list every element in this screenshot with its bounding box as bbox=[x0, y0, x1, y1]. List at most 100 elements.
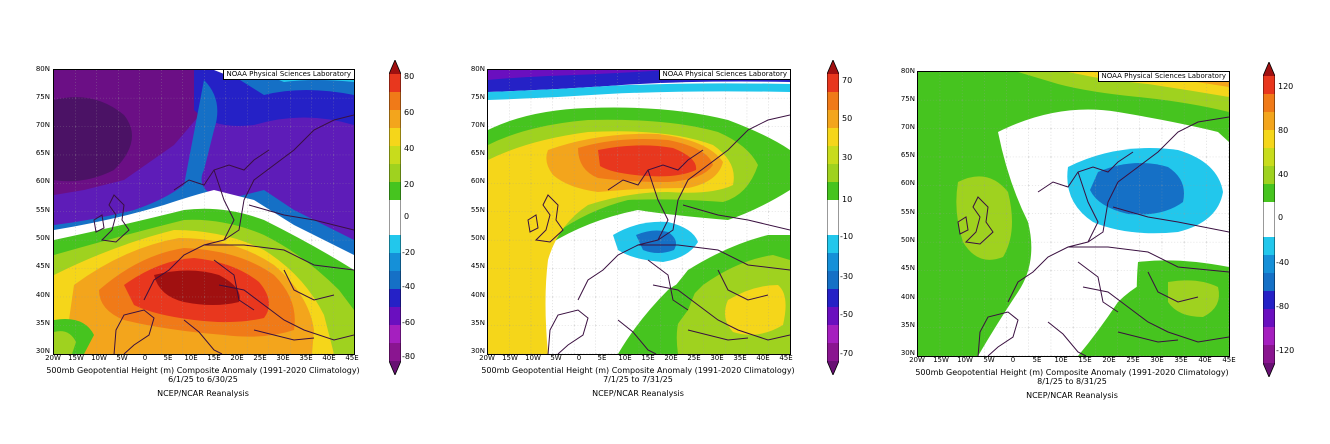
lon-label: 20E bbox=[664, 354, 678, 362]
lon-label: 5E bbox=[163, 354, 173, 362]
lat-label: 70N bbox=[900, 123, 915, 131]
caption-dates: 8/1/25 to 8/31/25 bbox=[1037, 377, 1107, 386]
caption-title: 500mb Geopotential Height (m) Composite … bbox=[481, 366, 795, 375]
lon-label: 35E bbox=[733, 354, 747, 362]
lat-label: 35N bbox=[900, 321, 915, 329]
lon-label: 35E bbox=[1174, 356, 1188, 364]
lon-label: 30E bbox=[276, 354, 290, 362]
colorbar-label: 20 bbox=[404, 180, 415, 189]
lon-label: 10W bbox=[957, 356, 973, 364]
colorbar-label: 60 bbox=[404, 108, 415, 117]
colorbar-label: -70 bbox=[840, 349, 854, 358]
lon-label: 40E bbox=[322, 354, 336, 362]
colorbar-label: 40 bbox=[404, 144, 415, 153]
panel-july: 80N 75N 70N 65N 60N 55N 50N 45N 40N 35N … bbox=[440, 0, 880, 444]
colorbar-segments bbox=[826, 58, 840, 377]
colorbar-label: 10 bbox=[842, 195, 853, 204]
lon-label: 35E bbox=[299, 354, 313, 362]
lon-label: 0 bbox=[576, 354, 582, 362]
caption-dates: 6/1/25 to 6/30/25 bbox=[168, 375, 238, 384]
lat-label: 30N bbox=[35, 347, 50, 355]
lat-label: 30N bbox=[470, 347, 485, 355]
lon-label: 10E bbox=[184, 354, 198, 362]
lat-label: 55N bbox=[900, 208, 915, 216]
lat-label: 75N bbox=[35, 93, 50, 101]
caption-dates: 7/1/25 to 7/31/25 bbox=[603, 375, 673, 384]
lon-label: 5W bbox=[983, 356, 995, 364]
lon-label: 20W bbox=[909, 356, 925, 364]
colorbar-label: -80 bbox=[402, 352, 416, 361]
colorbar-label: 0 bbox=[404, 212, 410, 221]
map-field bbox=[918, 72, 1229, 356]
colorbar-label: -10 bbox=[840, 232, 854, 241]
lon-label: 45E bbox=[779, 354, 793, 362]
lon-label: 0 bbox=[142, 354, 148, 362]
colorbar-label: -30 bbox=[840, 272, 854, 281]
lon-label: 15W bbox=[502, 354, 518, 362]
lat-label: 40N bbox=[470, 291, 485, 299]
colorbar-label: 30 bbox=[842, 153, 853, 162]
colorbar-label: -60 bbox=[402, 318, 416, 327]
map-field bbox=[54, 70, 354, 354]
noaa-attribution: NOAA Physical Sciences Laboratory bbox=[1097, 72, 1229, 82]
lon-label: 20E bbox=[230, 354, 244, 362]
lat-label: 40N bbox=[35, 291, 50, 299]
caption-source: NCEP/NCAR Reanalysis bbox=[157, 389, 249, 398]
lon-label: 15W bbox=[933, 356, 949, 364]
map-field bbox=[488, 70, 790, 354]
lat-label: 65N bbox=[900, 151, 915, 159]
lon-label: 40E bbox=[756, 354, 770, 362]
colorbar-segments bbox=[388, 58, 402, 377]
anomaly-map-july: NOAA Physical Sciences Laboratory bbox=[487, 69, 791, 355]
lat-label: 80N bbox=[470, 65, 485, 73]
lon-label: 20E bbox=[1102, 356, 1116, 364]
lat-label: 50N bbox=[35, 234, 50, 242]
colorbar-label: 80 bbox=[404, 72, 415, 81]
lon-label: 45E bbox=[1222, 356, 1236, 364]
panel-august: 80N 75N 70N 65N 60N 55N 50N 45N 40N 35N … bbox=[880, 0, 1330, 444]
lon-label: 20W bbox=[45, 354, 61, 362]
lat-label: 70N bbox=[470, 121, 485, 129]
colorbar-label: 120 bbox=[1278, 82, 1294, 91]
lat-label: 50N bbox=[900, 236, 915, 244]
lon-label: 25E bbox=[687, 354, 701, 362]
colorbar-label: 40 bbox=[1278, 170, 1289, 179]
lat-label: 75N bbox=[900, 95, 915, 103]
colorbar-august bbox=[1262, 60, 1276, 379]
lat-label: 80N bbox=[900, 67, 915, 75]
lat-label: 60N bbox=[900, 179, 915, 187]
caption-source: NCEP/NCAR Reanalysis bbox=[1026, 391, 1118, 400]
lon-label: 15W bbox=[68, 354, 84, 362]
colorbar-june bbox=[388, 58, 402, 377]
caption-title: 500mb Geopotential Height (m) Composite … bbox=[46, 366, 360, 375]
colorbar-label: 50 bbox=[842, 114, 853, 123]
lat-label: 55N bbox=[470, 206, 485, 214]
lon-label: 25E bbox=[1126, 356, 1140, 364]
lat-label: 50N bbox=[470, 234, 485, 242]
colorbar-label: -40 bbox=[1276, 258, 1290, 267]
lon-label: 20W bbox=[479, 354, 495, 362]
lat-label: 45N bbox=[470, 262, 485, 270]
caption-title: 500mb Geopotential Height (m) Composite … bbox=[915, 368, 1229, 377]
lon-label: 30E bbox=[710, 354, 724, 362]
lat-label: 45N bbox=[35, 262, 50, 270]
lat-label: 40N bbox=[900, 293, 915, 301]
colorbar-segments bbox=[1262, 60, 1276, 379]
lon-label: 25E bbox=[253, 354, 267, 362]
colorbar-label: -80 bbox=[1276, 302, 1290, 311]
lon-label: 10W bbox=[525, 354, 541, 362]
colorbar-label: 80 bbox=[1278, 126, 1289, 135]
noaa-attribution: NOAA Physical Sciences Laboratory bbox=[222, 70, 354, 80]
lat-label: 45N bbox=[900, 264, 915, 272]
lat-label: 75N bbox=[470, 93, 485, 101]
anomaly-map-june: NOAA Physical Sciences Laboratory bbox=[53, 69, 355, 355]
lat-label: 60N bbox=[470, 177, 485, 185]
caption-source: NCEP/NCAR Reanalysis bbox=[592, 389, 684, 398]
lat-label: 65N bbox=[470, 149, 485, 157]
lat-label: 80N bbox=[35, 65, 50, 73]
lat-label: 55N bbox=[35, 206, 50, 214]
lon-label: 10E bbox=[618, 354, 632, 362]
colorbar-label: -40 bbox=[402, 282, 416, 291]
lon-label: 5E bbox=[1032, 356, 1042, 364]
lon-label: 40E bbox=[1198, 356, 1212, 364]
